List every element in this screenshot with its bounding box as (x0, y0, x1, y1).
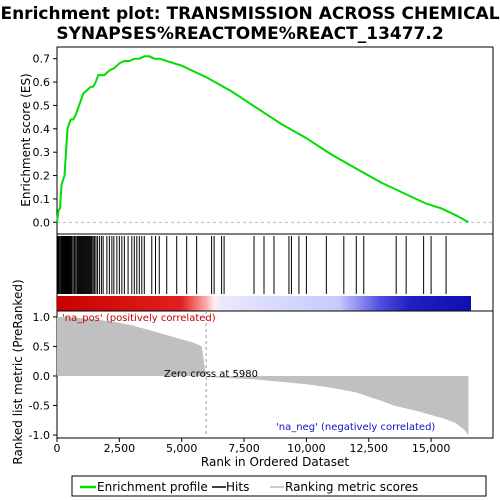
es-panel-frame (56, 46, 494, 235)
es-y-tick-label: 0.3 (33, 146, 51, 159)
rank-y-ticks: 1.0 0.5 0.0 -0.5 -1.0 (29, 311, 57, 442)
x-tick-label: 10,000 (287, 442, 326, 455)
legend-enrichment-label: Enrichment profile (97, 480, 208, 494)
rank-y-tick-label: -0.5 (29, 400, 50, 413)
chart-title-line1: Enrichment plot: TRANSMISSION ACROSS CHE… (0, 4, 499, 24)
rank-y-axis-label: Ranked list metric (PreRanked) (11, 279, 25, 464)
es-y-tick-label: 0.0 (33, 216, 51, 229)
legend-ranking-label: Ranking metric scores (285, 480, 418, 494)
enrichment-profile-line (56, 55, 469, 224)
es-y-axis-label: Enrichment score (ES) (19, 73, 33, 206)
pos-correlated-label: 'na_pos' (positively correlated) (62, 313, 216, 324)
rank-color-bar (57, 296, 471, 311)
es-y-tick-label: 0.6 (33, 76, 51, 89)
es-y-ticks: 0.0 0.1 0.2 0.3 0.4 0.5 0.6 0.7 (33, 53, 57, 229)
chart-title-line2: SYNAPSES%REACTOME%REACT_13477.2 (56, 24, 443, 44)
neg-correlated-label: 'na_neg' (negatively correlated) (276, 422, 435, 433)
rank-y-tick-label: -1.0 (29, 429, 50, 442)
hits-markers (57, 236, 447, 294)
zero-cross-label: Zero cross at 5980 (164, 369, 258, 380)
rank-y-tick-label: 1.0 (33, 311, 51, 324)
es-y-tick-label: 0.5 (33, 99, 51, 112)
x-axis-ticks: 0 2,500 5,000 7,500 10,000 12,500 15,000 (54, 438, 451, 455)
x-tick-label: 0 (54, 442, 61, 455)
x-tick-label: 2,500 (104, 442, 136, 455)
es-y-tick-label: 0.7 (33, 53, 51, 66)
legend-hits-label: Hits (226, 480, 249, 494)
x-tick-label: 12,500 (349, 442, 388, 455)
legend-box (71, 475, 487, 497)
x-tick-label: 5,000 (166, 442, 198, 455)
es-y-tick-label: 0.4 (33, 123, 51, 136)
rank-y-tick-label: 0.0 (33, 370, 51, 383)
es-y-tick-label: 0.1 (33, 193, 51, 206)
rank-y-tick-label: 0.5 (33, 340, 51, 353)
es-y-tick-label: 0.2 (33, 170, 51, 183)
x-tick-label: 15,000 (412, 442, 451, 455)
ranking-metric-area (57, 316, 469, 435)
x-tick-label: 7,500 (228, 442, 260, 455)
x-axis-label: Rank in Ordered Dataset (201, 455, 349, 469)
